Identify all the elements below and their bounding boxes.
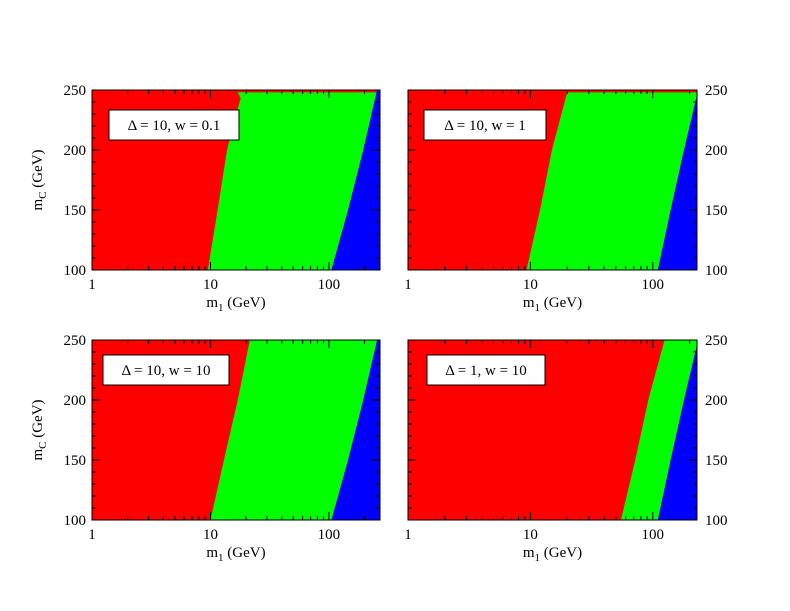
x-tick-label: 100 xyxy=(318,277,341,293)
x-axis-label: m1 (GeV) xyxy=(206,545,265,564)
plot-frame xyxy=(407,339,698,521)
y-tick-label: 100 xyxy=(64,513,87,529)
annotation-box xyxy=(102,354,230,386)
green-region xyxy=(207,92,380,270)
y-ticks xyxy=(92,339,380,521)
y-tick-label: 200 xyxy=(64,143,87,159)
plot-frame xyxy=(407,89,698,271)
x-tick-label: 100 xyxy=(641,277,664,293)
annotation-label: Δ = 10, w = 0.1 xyxy=(128,118,221,134)
y-tick-label: 200 xyxy=(705,393,728,409)
y-tick-label: 200 xyxy=(64,393,87,409)
annotation-label: Δ = 10, w = 1 xyxy=(444,118,526,134)
x-axis-label: m1 (GeV) xyxy=(523,295,582,314)
y-axis-label: mC (GeV) xyxy=(30,399,49,460)
x-tick-label: 1 xyxy=(404,277,412,293)
blue-region xyxy=(331,340,380,520)
x-ticks xyxy=(407,90,691,270)
y-axis-label-main: m xyxy=(30,449,46,461)
x-ticks xyxy=(91,340,366,520)
x-axis-label-sub: 1 xyxy=(535,302,541,314)
y-tick-label: 100 xyxy=(64,263,87,279)
annotation-box xyxy=(108,109,240,141)
y-tick-label: 100 xyxy=(705,263,728,279)
y-axis-label: mC (GeV) xyxy=(30,149,49,210)
y-axis-label-main: m xyxy=(30,199,46,211)
y-tick-label: 250 xyxy=(705,83,728,99)
x-axis-label-unit: (GeV) xyxy=(224,295,266,311)
x-axis-label-sub: 1 xyxy=(218,552,224,564)
blue-region xyxy=(657,344,697,520)
y-axis-label-sub: C xyxy=(37,192,49,199)
x-axis-label-unit: (GeV) xyxy=(540,295,582,311)
x-axis-label: m1 (GeV) xyxy=(206,295,265,314)
green-region xyxy=(210,340,380,520)
y-tick-label: 150 xyxy=(705,453,728,469)
y-tick-label: 200 xyxy=(705,143,728,159)
annotation-box xyxy=(426,354,546,386)
x-axis-label-main: m xyxy=(523,295,535,311)
x-axis-label-main: m xyxy=(523,545,535,561)
x-tick-label: 10 xyxy=(523,277,538,293)
plot-regions xyxy=(408,340,697,520)
y-ticks xyxy=(408,339,697,521)
x-axis-label-sub: 1 xyxy=(218,302,224,314)
x-tick-label: 100 xyxy=(641,527,664,543)
x-ticks xyxy=(91,90,366,270)
x-tick-label: 1 xyxy=(88,277,96,293)
plot-frame xyxy=(91,339,381,521)
x-ticks xyxy=(407,340,691,520)
annotation-box xyxy=(423,109,547,141)
y-tick-label: 250 xyxy=(64,333,87,349)
annotation-label: Δ = 10, w = 10 xyxy=(121,363,210,379)
y-ticks xyxy=(92,89,380,271)
y-axis-label-unit: (GeV) xyxy=(30,149,46,191)
x-tick-label: 10 xyxy=(203,277,218,293)
y-axis-label-sub: C xyxy=(37,442,49,449)
y-axis-label-unit: (GeV) xyxy=(30,399,46,441)
x-tick-label: 10 xyxy=(523,527,538,543)
blue-region xyxy=(331,90,380,270)
x-axis-label-main: m xyxy=(206,295,218,311)
x-axis-label-unit: (GeV) xyxy=(224,545,266,561)
blue-region xyxy=(657,94,697,270)
y-tick-label: 150 xyxy=(64,453,87,469)
y-tick-label: 150 xyxy=(705,203,728,219)
x-tick-label: 10 xyxy=(203,527,218,543)
x-axis-label-unit: (GeV) xyxy=(540,545,582,561)
green-region xyxy=(526,92,697,270)
y-tick-label: 250 xyxy=(64,83,87,99)
y-tick-label: 150 xyxy=(64,203,87,219)
x-tick-label: 1 xyxy=(404,527,412,543)
plot-frame xyxy=(91,89,381,271)
x-tick-label: 1 xyxy=(88,527,96,543)
y-tick-label: 100 xyxy=(705,513,728,529)
x-axis-label-main: m xyxy=(206,545,218,561)
x-tick-label: 100 xyxy=(318,527,341,543)
y-tick-label: 250 xyxy=(705,333,728,349)
y-ticks xyxy=(408,89,697,271)
x-axis-label-sub: 1 xyxy=(535,552,541,564)
x-axis-label: m1 (GeV) xyxy=(523,545,582,564)
annotation-label: Δ = 1, w = 10 xyxy=(445,363,527,379)
